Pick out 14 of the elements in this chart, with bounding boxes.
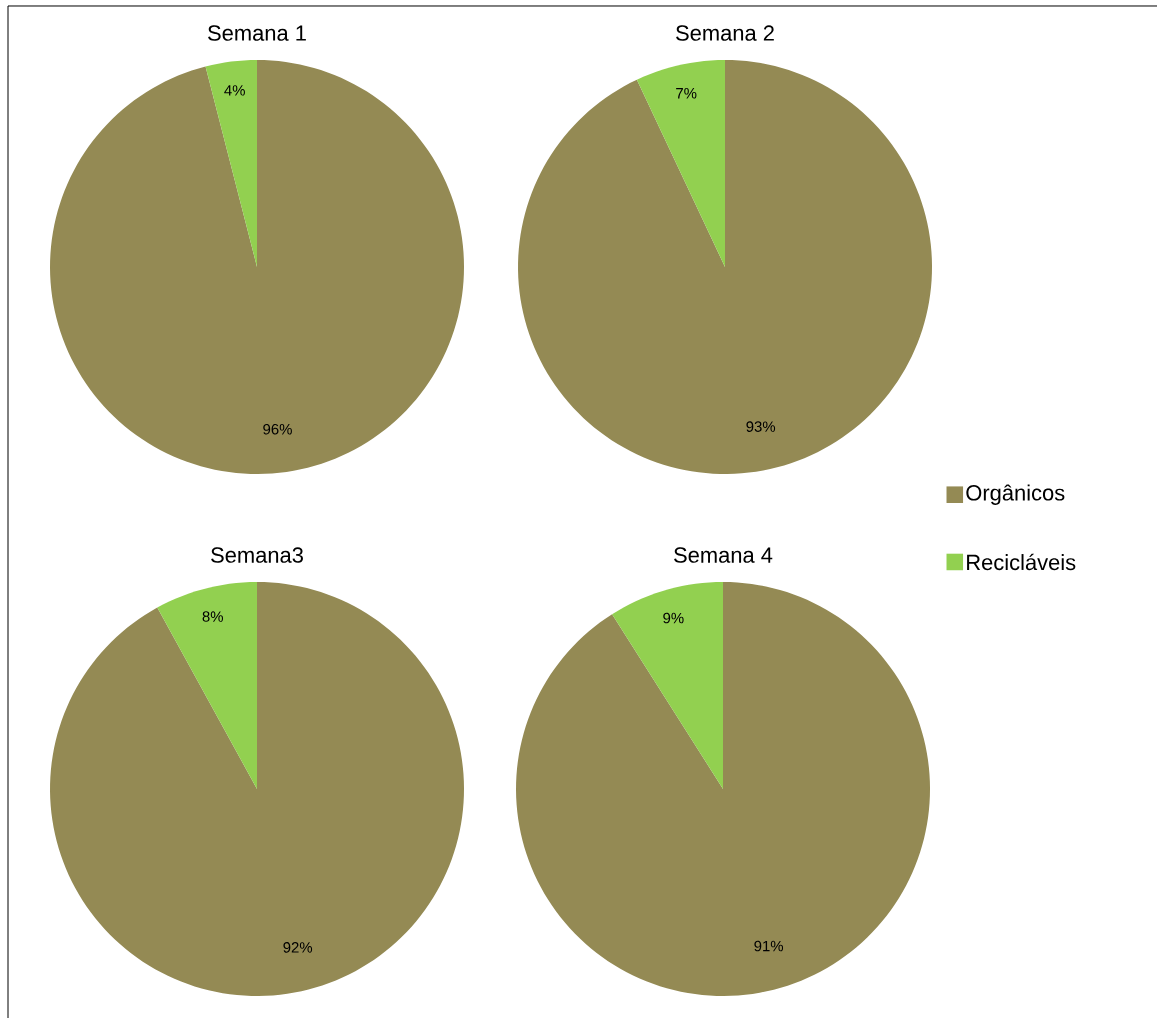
- data-label: 96%: [263, 423, 292, 435]
- chart-title: Semana3: [211, 547, 303, 563]
- legend-label: Recicláveis: [967, 553, 1076, 571]
- chart-title: Semana 4: [674, 547, 773, 563]
- data-label: 9%: [663, 612, 684, 624]
- legend-label: Orgânicos: [966, 484, 1065, 505]
- chart-title: Semana 2: [676, 25, 774, 41]
- data-label: 8%: [202, 611, 223, 622]
- data-label: 7%: [676, 88, 697, 99]
- data-label: 91%: [754, 940, 784, 952]
- chart-title: Semana 1: [208, 25, 306, 41]
- data-label: 93%: [746, 421, 776, 432]
- data-label: 4%: [224, 85, 245, 96]
- data-label: 92%: [283, 942, 313, 953]
